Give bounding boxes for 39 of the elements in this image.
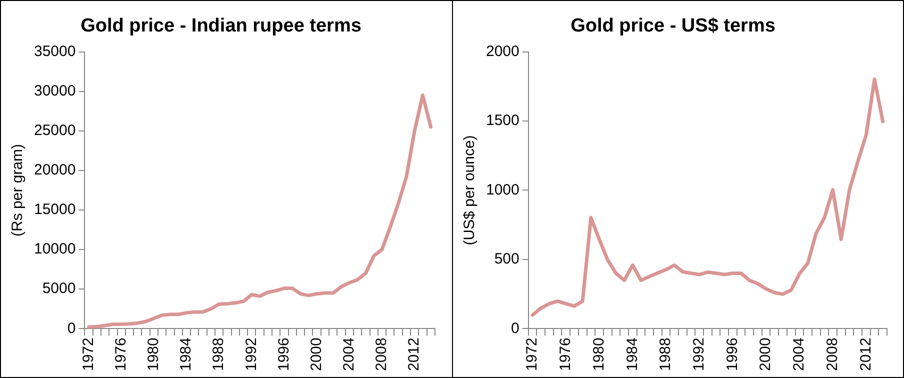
x-tick-label: 2008 <box>824 338 841 372</box>
x-tick-label: 1976 <box>557 338 574 372</box>
x-tick-label: 1988 <box>210 338 228 372</box>
x-tick-label: 2012 <box>857 338 874 372</box>
x-tick-label: 2000 <box>308 338 325 372</box>
y-tick-label: 0 <box>511 320 520 337</box>
y-tick-label: 1500 <box>486 112 520 130</box>
y-tick-label: 35000 <box>34 42 76 60</box>
y-tick-label: 2000 <box>486 42 520 60</box>
x-tick-label: 1992 <box>242 338 260 372</box>
y-tick-label: 20000 <box>34 162 76 179</box>
x-tick-label: 1976 <box>112 338 130 372</box>
chart-title: Gold price - US$ terms <box>570 16 776 37</box>
x-tick-label: 1992 <box>690 338 708 372</box>
y-tick-label: 500 <box>494 250 520 268</box>
y-tick-label: 15000 <box>34 201 76 218</box>
y-tick-label: 10000 <box>34 240 76 258</box>
x-tick-label: 2004 <box>340 338 358 372</box>
y-axis-title: (Rs per gram) <box>9 144 26 236</box>
x-tick-label: 2012 <box>406 338 423 372</box>
x-tick-label: 2000 <box>757 338 774 372</box>
x-tick-label: 2008 <box>373 338 390 372</box>
x-tick-label: 1972 <box>80 338 97 372</box>
x-tick-label: 1984 <box>624 338 641 372</box>
chart-title: Gold price - Indian rupee terms <box>80 16 362 37</box>
x-tick-label: 1980 <box>145 338 162 372</box>
y-axis-title: (US$ per ounce) <box>461 135 478 246</box>
y-tick-label: 1000 <box>486 181 520 198</box>
x-tick-label: 1996 <box>275 338 292 372</box>
x-tick-label: 1996 <box>724 338 741 372</box>
x-tick-label: 2004 <box>790 338 808 372</box>
y-tick-label: 5000 <box>42 280 76 298</box>
x-tick-label: 1984 <box>178 338 195 372</box>
y-tick-label: 0 <box>67 320 76 337</box>
x-tick-label: 1972 <box>524 338 541 372</box>
y-tick-label: 30000 <box>34 82 76 100</box>
y-tick-label: 25000 <box>34 122 76 140</box>
x-tick-label: 1988 <box>657 338 674 372</box>
x-tick-label: 1980 <box>590 338 608 372</box>
